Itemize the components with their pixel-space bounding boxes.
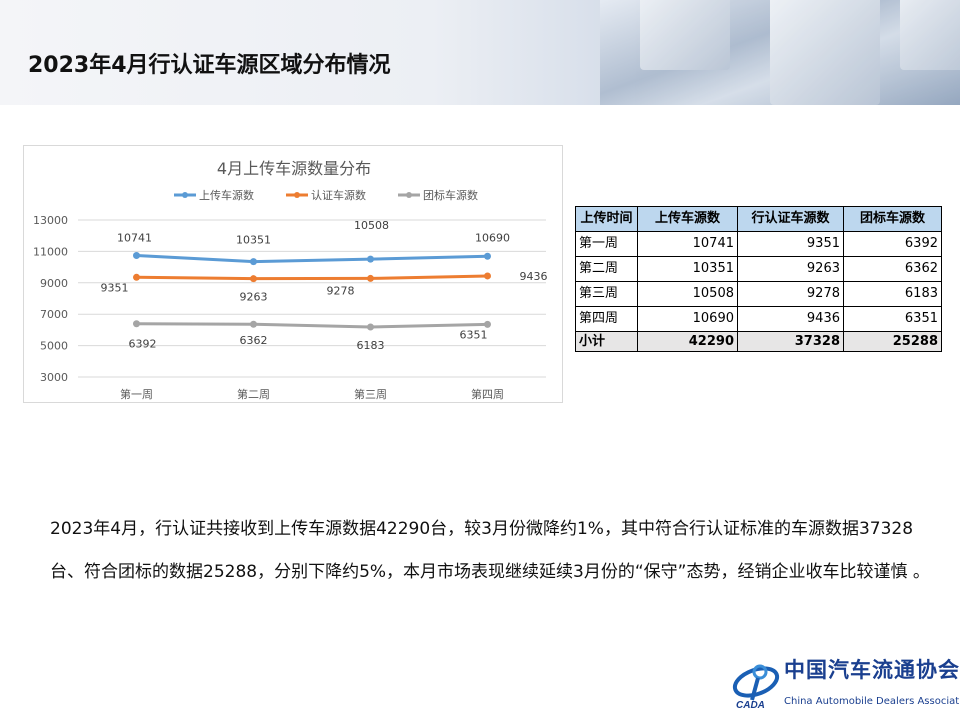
table-cell: 9263: [737, 256, 844, 282]
y-tick-label: 3000: [40, 371, 68, 384]
table-header-row: 上传时间 上传车源数 行认证车源数 团标车源数: [575, 206, 942, 232]
y-tick-label: 5000: [40, 340, 68, 353]
row-label: 第四周: [575, 306, 638, 332]
data-point: [250, 320, 257, 328]
data-label: 6351: [460, 328, 488, 341]
chart-title: 4月上传车源数量分布: [217, 159, 371, 178]
logo-chinese-name: 中国汽车流通协会: [784, 657, 960, 682]
table-cell: 10508: [637, 281, 738, 307]
column-header: 行认证车源数: [737, 206, 844, 232]
table-cell: 10351: [637, 256, 738, 282]
x-tick-label: 第三周: [354, 387, 387, 401]
total-cell: 37328: [737, 331, 844, 352]
table-cell: 6362: [843, 256, 942, 282]
table-cell: 9351: [737, 231, 844, 257]
x-tick-label: 第四周: [471, 387, 504, 401]
legend-label-1: 认证车源数: [311, 188, 366, 202]
column-header: 上传车源数: [637, 206, 738, 232]
data-point: [484, 252, 491, 260]
table-cell: 9436: [737, 306, 844, 332]
total-cell: 25288: [843, 331, 942, 352]
legend-marker-2: [406, 192, 412, 198]
y-tick-label: 13000: [33, 214, 68, 227]
data-label: 10690: [475, 231, 510, 244]
legend-label-2: 团标车源数: [423, 188, 478, 202]
data-point: [250, 275, 257, 283]
data-label: 10351: [236, 234, 271, 247]
row-label: 第一周: [575, 231, 638, 257]
table-row: 第一周 10741 9351 6392: [575, 231, 942, 257]
data-point: [133, 273, 140, 281]
data-label: 6392: [129, 338, 157, 351]
data-label: 9263: [240, 291, 268, 304]
cada-logo-icon: CADA: [732, 664, 780, 710]
data-point: [367, 323, 374, 331]
table-cell: 9278: [737, 281, 844, 307]
legend-marker-1: [294, 192, 300, 198]
legend-marker-0: [182, 192, 188, 198]
data-label: 10741: [117, 231, 152, 244]
data-label: 10508: [354, 219, 389, 232]
data-label: 9436: [520, 270, 548, 283]
table-row: 第二周 10351 9263 6362: [575, 256, 942, 282]
data-point: [250, 258, 257, 266]
series-line-0: [136, 253, 488, 264]
x-tick-label: 第一周: [120, 387, 153, 401]
summary-paragraph: 2023年4月，行认证共接收到上传车源数据42290台，较3月份微降约1%，其中…: [50, 519, 930, 582]
legend-label-0: 上传车源数: [199, 188, 254, 202]
series-line-1: [136, 274, 488, 281]
table-row: 第四周 10690 9436 6351: [575, 306, 942, 332]
data-point: [367, 255, 374, 263]
table-cell: 6351: [843, 306, 942, 332]
data-point: [367, 274, 374, 282]
y-tick-label: 9000: [40, 277, 68, 290]
data-point: [484, 272, 491, 280]
series-line-2: [136, 322, 488, 329]
total-label: 小计: [575, 331, 638, 352]
data-table: 上传时间 上传车源数 行认证车源数 团标车源数 第一周 10741 9351 6392…: [575, 206, 942, 352]
column-header: 上传时间: [575, 206, 638, 232]
page-title: 2023年4月行认证车源区域分布情况: [28, 53, 391, 78]
line-chart: 4月上传车源数量分布上传车源数 认证车源数 团标车源数 13000 11000 9000 7…: [23, 145, 563, 403]
table-cell: 10741: [637, 231, 738, 257]
header-banner: 2023年4月行认证车源区域分布情况: [0, 0, 960, 105]
data-point: [484, 320, 491, 328]
logo-english-name: China Automobile Dealers Association: [784, 696, 960, 707]
table-cell: 6183: [843, 281, 942, 307]
table-row: 第三周 10508 9278 6183: [575, 281, 942, 307]
cada-logo: CADA 中国汽车流通协会 China Automobile Dealers A…: [732, 656, 960, 714]
column-header: 团标车源数: [843, 206, 942, 232]
data-point: [133, 320, 140, 328]
data-point: [133, 251, 140, 259]
x-tick-label: 第二周: [237, 387, 270, 401]
row-label: 第二周: [575, 256, 638, 282]
data-label: 9351: [101, 281, 129, 294]
header-image: [600, 0, 960, 105]
total-row: 小计 42290 37328 25288: [575, 331, 942, 352]
svg-text:CADA: CADA: [736, 700, 765, 710]
data-label: 6362: [240, 334, 268, 347]
table-cell: 6392: [843, 231, 942, 257]
table-cell: 10690: [637, 306, 738, 332]
y-tick-label: 7000: [40, 308, 68, 321]
data-label: 6183: [357, 339, 385, 352]
row-label: 第三周: [575, 281, 638, 307]
data-label: 9278: [327, 284, 355, 297]
total-cell: 42290: [637, 331, 738, 352]
y-tick-label: 11000: [33, 245, 68, 258]
